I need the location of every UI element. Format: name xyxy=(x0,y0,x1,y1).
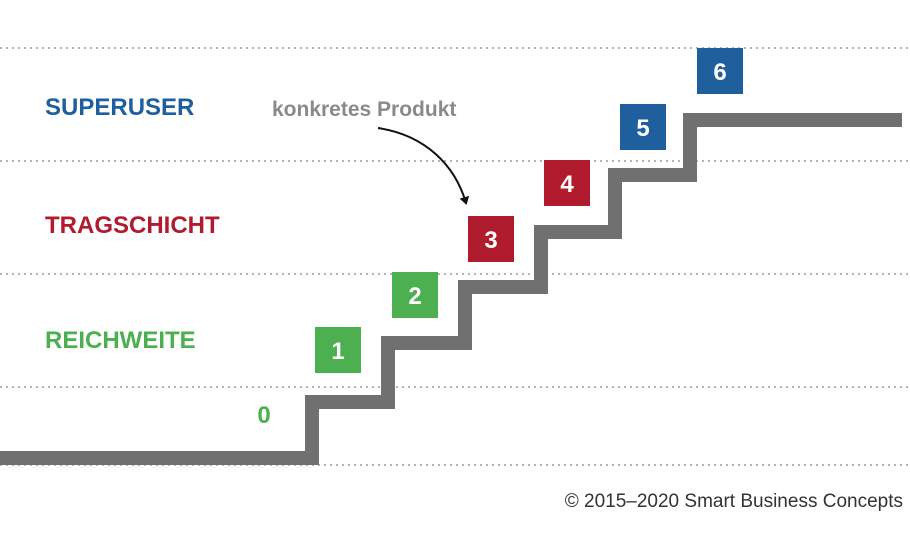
step-number-5: 5 xyxy=(636,115,649,142)
step-box-2: 2 xyxy=(392,272,438,318)
step-box-5: 5 xyxy=(620,104,666,150)
step-box-4: 4 xyxy=(544,160,590,206)
step-box-1-bg xyxy=(315,327,361,373)
step-number-3: 3 xyxy=(484,227,497,254)
step-number-4: 4 xyxy=(560,171,574,198)
step-number-6: 6 xyxy=(713,59,726,86)
step-number-2: 2 xyxy=(408,283,421,310)
step-box-3: 3 xyxy=(468,216,514,262)
step-box-6-bg xyxy=(697,48,743,94)
step-box-6: 6 xyxy=(697,48,743,94)
staircase-line xyxy=(0,113,902,465)
level-label-tragschicht: TRAGSCHICHT xyxy=(45,212,220,239)
annotation-arrow xyxy=(377,127,470,205)
step-box-2-bg xyxy=(392,272,438,318)
copyright-text: © 2015–2020 Smart Business Concepts xyxy=(565,491,903,512)
step-box-1: 1 xyxy=(315,327,361,373)
step-box-5-bg xyxy=(620,104,666,150)
step-box-3-bg xyxy=(468,216,514,262)
annotation-text: konkretes Produkt xyxy=(272,98,456,121)
level-label-reichweite: REICHWEITE xyxy=(45,327,196,354)
step-number-0: 0 xyxy=(257,402,270,429)
step-number-1: 1 xyxy=(331,338,344,365)
level-label-superuser: SUPERUSER xyxy=(45,94,194,121)
step-box-4-bg xyxy=(544,160,590,206)
